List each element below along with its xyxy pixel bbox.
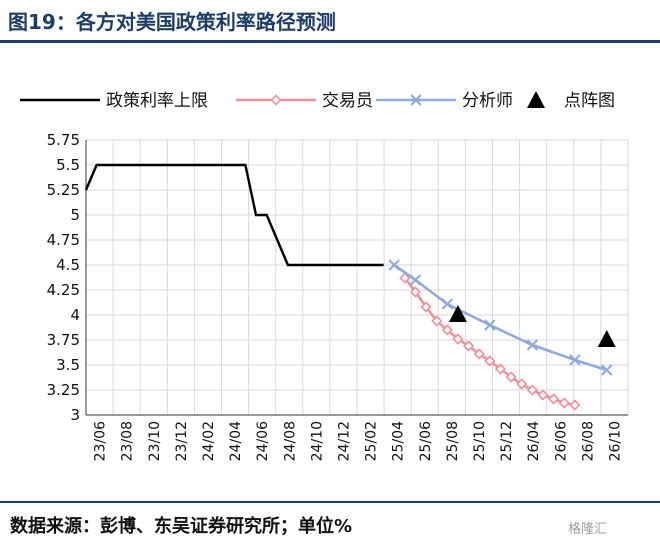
- data-point-diamond: [409, 286, 422, 298]
- y-tick-label: 5.25: [47, 181, 80, 199]
- x-tick-label: 23/10: [147, 421, 163, 461]
- chart-grid: [85, 139, 629, 416]
- x-tick-label: 24/10: [309, 421, 325, 461]
- x-stroke: [569, 354, 581, 366]
- x-tick-label: 25/02: [364, 421, 380, 461]
- footer-rule: [0, 501, 660, 503]
- data-point-x: [569, 354, 581, 366]
- figure-title: 图19：各方对美国政策利率路径预测: [8, 10, 336, 34]
- data-point-x: [409, 274, 422, 286]
- y-tick-label: 3.25: [47, 381, 80, 399]
- series-line: [403, 277, 576, 407]
- x-tick-label: 25/08: [445, 421, 461, 461]
- data-point-diamond: [420, 301, 432, 313]
- y-tick-label: 3.75: [47, 331, 80, 349]
- legend-label: 政策利率上限: [106, 91, 208, 111]
- watermark: 格隆汇: [568, 522, 608, 537]
- chart-series: [84, 163, 616, 411]
- data-point-diamond: [569, 399, 581, 411]
- y-tick-label: 3.5: [56, 356, 80, 374]
- data-point-x: [526, 339, 539, 351]
- x-tick-label: 24/04: [228, 421, 244, 461]
- figure-header: 图19：各方对美国政策利率路径预测: [0, 0, 660, 40]
- x-tick-label: 23/12: [174, 421, 190, 461]
- legend-item: 政策利率上限: [20, 91, 208, 111]
- y-tick-label: 4.5: [56, 256, 80, 274]
- series-line: [84, 163, 384, 267]
- line-chart: 5.75 5.5 5.25 5 4.75 4.5 4.25 4 3.75 3.5 3.25 3 23/0…: [20, 91, 629, 461]
- series-line: [393, 263, 608, 372]
- legend-label: 交易员: [322, 91, 373, 111]
- x-stroke: [409, 274, 422, 286]
- data-point-x: [388, 259, 400, 271]
- x-tick-label: 26/10: [607, 421, 623, 461]
- data-point-triangle: [597, 330, 616, 347]
- x-tick-label: 24/12: [336, 421, 352, 461]
- series-triangle: [448, 305, 616, 347]
- legend-label: 点阵图: [564, 91, 615, 111]
- series-line-x: [388, 259, 613, 376]
- data-point-diamond: [441, 324, 453, 336]
- x-stroke: [388, 259, 400, 271]
- data-point-diamond: [484, 355, 496, 367]
- data-point-diamond: [431, 315, 443, 327]
- data-point-diamond: [462, 340, 475, 352]
- header-rule: [0, 40, 660, 43]
- x-tick-label: 23/08: [120, 421, 136, 461]
- data-point-diamond: [452, 333, 464, 345]
- y-tick-label: 4.75: [47, 231, 80, 249]
- chart-legend: 政策利率上限 交易员 分析师 点阵图: [20, 91, 615, 111]
- source-note: 数据来源：彭博、东吴证券研究所；单位%: [10, 516, 353, 537]
- x-stroke: [410, 94, 422, 106]
- x-tick-label: 24/06: [255, 421, 271, 461]
- x-tick-label: 25/12: [499, 421, 515, 461]
- x-tick-label: 26/04: [526, 421, 542, 461]
- data-point-diamond: [270, 94, 282, 106]
- data-point-diamond: [526, 384, 538, 396]
- data-point-diamond: [537, 389, 549, 401]
- legend-item: 点阵图: [527, 91, 615, 111]
- y-tick-label: 5: [70, 206, 80, 224]
- y-tick-label: 4: [70, 306, 80, 324]
- x-tick-label: 23/06: [93, 421, 109, 461]
- data-point-diamond: [494, 363, 507, 375]
- x-stroke: [484, 319, 496, 331]
- x-tick-label: 24/08: [282, 421, 298, 461]
- data-point-x: [410, 94, 422, 106]
- legend-item: 交易员: [236, 91, 373, 111]
- legend-label: 分析师: [462, 91, 513, 111]
- y-tick-label: 5.75: [47, 131, 80, 149]
- series-line-diamond: [399, 272, 581, 411]
- x-tick-label: 26/08: [580, 421, 596, 461]
- series-line: [84, 163, 384, 267]
- data-point-triangle: [527, 91, 545, 108]
- data-point-diamond: [547, 393, 560, 405]
- data-point-diamond: [516, 378, 528, 390]
- data-point-diamond: [399, 272, 411, 284]
- y-tick-label: 3: [70, 406, 80, 424]
- data-point-diamond: [558, 397, 570, 409]
- data-point-x: [484, 319, 496, 331]
- data-point-x: [441, 298, 454, 310]
- data-point-diamond: [473, 348, 485, 360]
- legend-item: 分析师: [376, 91, 513, 111]
- x-tick-label: 24/02: [201, 421, 217, 461]
- x-tick-label: 25/04: [391, 421, 407, 461]
- y-tick-label: 5.5: [56, 156, 80, 174]
- chart-axes: 5.75 5.5 5.25 5 4.75 4.5 4.25 4 3.75 3.5 3.25 3 23/0…: [47, 131, 628, 461]
- x-stroke: [526, 339, 539, 351]
- data-point-x: [601, 364, 613, 376]
- y-tick-label: 4.25: [47, 281, 80, 299]
- x-stroke: [601, 364, 613, 376]
- x-tick-label: 25/10: [472, 421, 488, 461]
- data-point-triangle: [448, 305, 467, 322]
- data-point-diamond: [505, 371, 517, 383]
- x-stroke: [441, 298, 454, 310]
- x-tick-label: 26/06: [553, 421, 569, 461]
- x-tick-label: 25/06: [418, 421, 434, 461]
